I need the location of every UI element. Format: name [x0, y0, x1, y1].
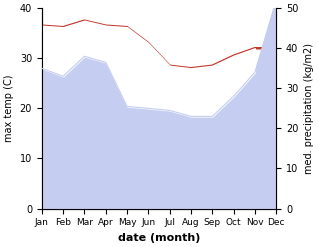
Y-axis label: max temp (C): max temp (C) — [4, 75, 14, 142]
Y-axis label: med. precipitation (kg/m2): med. precipitation (kg/m2) — [304, 43, 314, 174]
X-axis label: date (month): date (month) — [118, 233, 200, 243]
